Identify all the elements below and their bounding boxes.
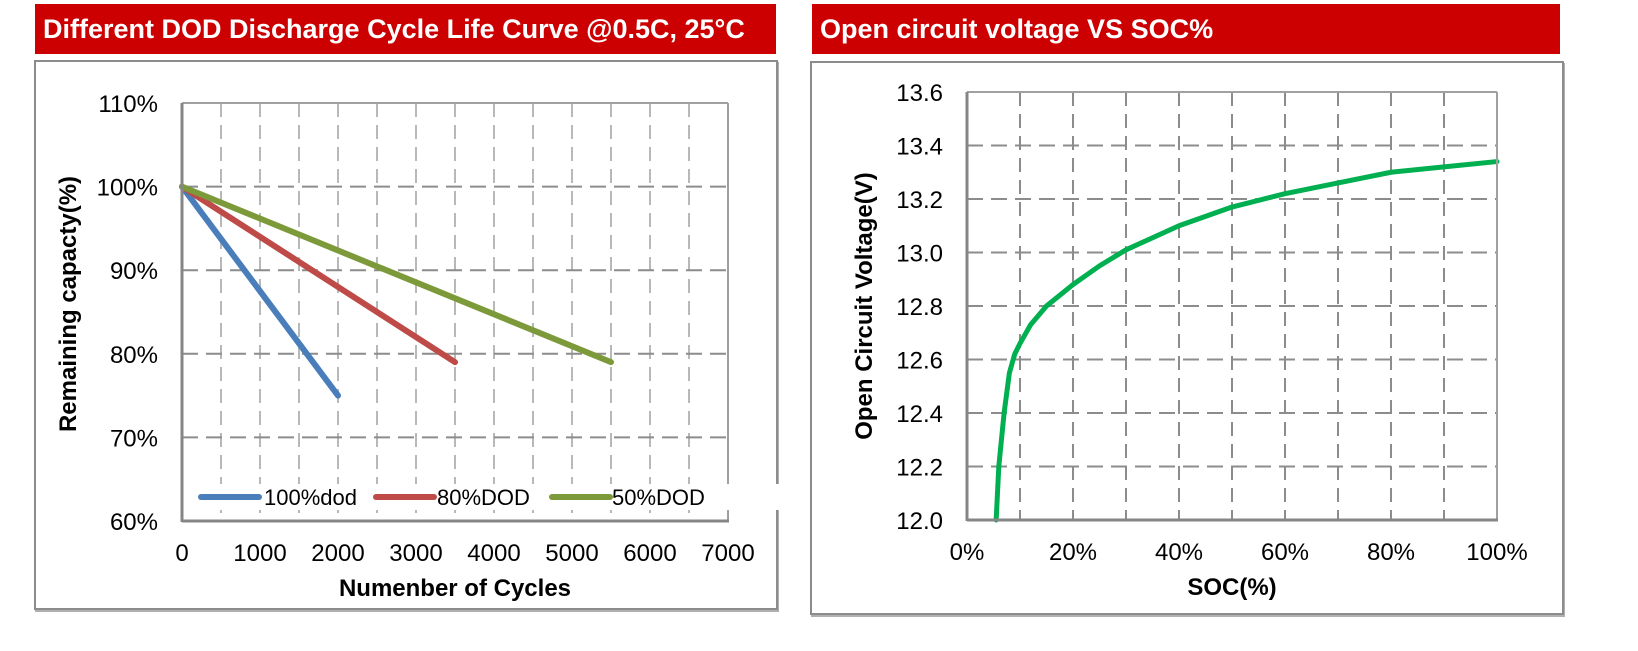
y-tick-label: 12.6: [896, 348, 943, 375]
y-tick-label: 12.8: [896, 294, 943, 321]
x-tick-label: 40%: [1155, 539, 1203, 566]
y-tick-label: 90%: [110, 258, 158, 285]
series-line-80-dod: [179, 183, 458, 366]
y-tick-label: 13.6: [896, 80, 943, 107]
x-tick-label: 7000: [701, 540, 754, 567]
cycle-life-series: [179, 183, 614, 399]
ocv-series: [993, 159, 1500, 523]
y-axis-title: Open Circuit Voltage(V): [851, 172, 878, 440]
chart-frame-ocv: [810, 61, 1564, 615]
y-tick-label: 12.4: [896, 401, 943, 428]
chart-title-banner-ocv: Open circuit voltage VS SOC%: [812, 4, 1560, 54]
x-tick-label: 20%: [1049, 539, 1097, 566]
cycle-life-axes: 60% 70% 80% 90% 100% 110% 0 1000 2000 3000 4000 500…: [97, 91, 755, 567]
x-tick-label: 6000: [623, 540, 676, 567]
y-tick-label: 100%: [97, 175, 158, 202]
x-tick-label: 60%: [1261, 539, 1309, 566]
x-tick-label: 5000: [545, 540, 598, 567]
y-axis-title: Remaining capacty(%): [55, 176, 82, 432]
legend-label: 100%dod: [264, 485, 357, 510]
y-tick-label: 12.2: [896, 455, 943, 482]
y-tick-label: 70%: [110, 425, 158, 452]
x-tick-label: 100%: [1466, 539, 1527, 566]
x-tick-label: 0: [175, 540, 188, 567]
chart-frame-cycle-life: [34, 60, 778, 610]
x-axis-title: Numenber of Cycles: [339, 575, 571, 602]
series-line-ocv: [993, 159, 1500, 523]
y-tick-label: 60%: [110, 509, 158, 536]
x-tick-label: 0%: [950, 539, 985, 566]
chart-title-cycle-life: Different DOD Discharge Cycle Life Curve…: [43, 14, 745, 44]
y-tick-label: 13.2: [896, 187, 943, 214]
cycle-life-gridlines: [182, 102, 728, 521]
y-tick-label: 13.0: [896, 241, 943, 268]
x-tick-label: 3000: [389, 540, 442, 567]
ocv-axes: 12.0 12.2 12.4 12.6 12.8 13.0 13.2 13.4 13.6 0% 20…: [896, 80, 1527, 566]
y-tick-label: 13.4: [896, 134, 943, 161]
x-tick-label: 4000: [467, 540, 520, 567]
ocv-chart: 12.0 12.2 12.4 12.6 12.8 13.0 13.2 13.4 13.6 0% 20…: [851, 80, 1528, 601]
chart-title-banner-cycle-life: Different DOD Discharge Cycle Life Curve…: [35, 4, 776, 54]
chart-title-ocv: Open circuit voltage VS SOC%: [820, 14, 1214, 44]
x-tick-label: 80%: [1367, 539, 1415, 566]
series-line-50-dod: [179, 183, 614, 366]
x-tick-label: 2000: [311, 540, 364, 567]
x-axis-title: SOC(%): [1187, 574, 1276, 601]
cycle-life-legend: 100%dod 80%DOD 50%DOD: [198, 484, 806, 510]
y-tick-label: 110%: [98, 91, 158, 118]
x-tick-label: 1000: [233, 540, 286, 567]
y-tick-label: 12.0: [896, 508, 943, 535]
legend-label: 80%DOD: [437, 485, 530, 510]
cycle-life-chart: 60% 70% 80% 90% 100% 110% 0 1000 2000 3000 4000 500…: [55, 91, 806, 602]
series-line-100-dod: [179, 183, 341, 399]
legend-label: 50%DOD: [612, 485, 705, 510]
y-tick-label: 80%: [110, 342, 158, 369]
